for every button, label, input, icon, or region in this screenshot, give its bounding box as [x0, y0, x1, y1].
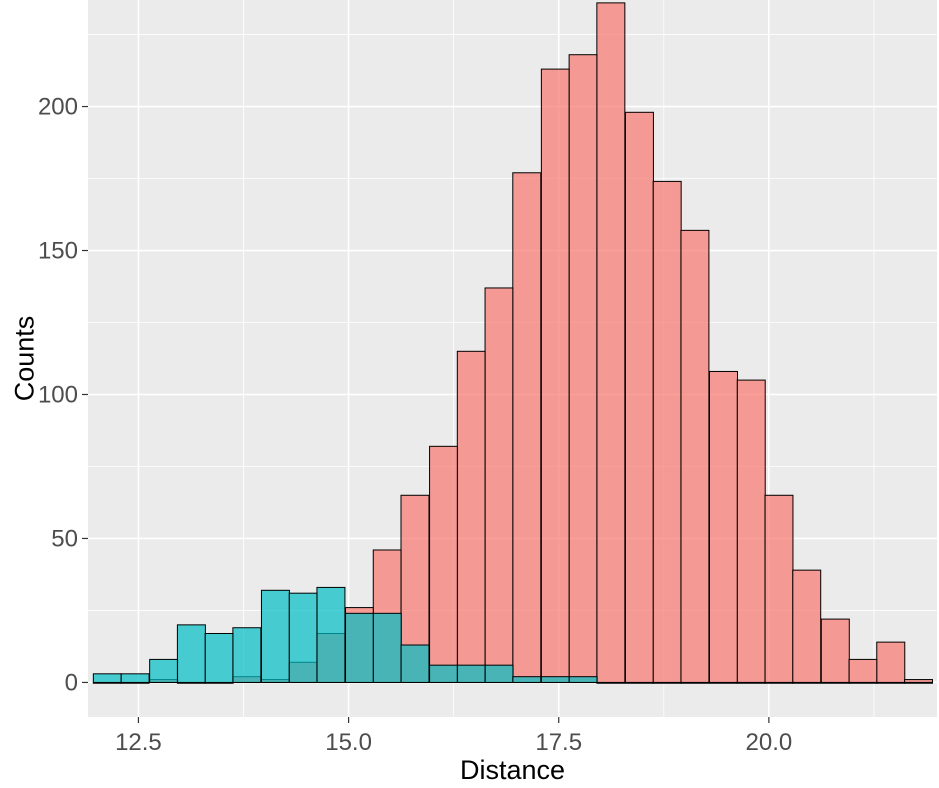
histogram-bar-series-1 [652, 180, 682, 683]
histogram-bar-series-2 [484, 664, 514, 683]
histogram-bar-series-2 [764, 681, 794, 684]
histogram-bar-series-2 [540, 676, 570, 683]
histogram-bar-series-1 [512, 172, 542, 683]
histogram-bar-series-2 [400, 644, 430, 683]
histogram-bar-series-1 [820, 618, 850, 683]
histogram-bar-series-1 [456, 350, 486, 683]
x-tick-label: 20.0 [746, 729, 793, 756]
y-axis: 0 50 100 150 200 [38, 94, 88, 696]
histogram-bar-series-1 [708, 370, 738, 683]
histogram-bar-series-1 [596, 2, 626, 683]
y-axis-title: Counts [9, 316, 39, 402]
histogram-bar-series-2 [176, 624, 206, 683]
histogram-bar-series-1 [429, 445, 459, 683]
histogram-bar-series-2 [204, 632, 234, 683]
histogram-bar-series-1 [540, 68, 570, 683]
x-tick-label: 12.5 [115, 729, 162, 756]
histogram-bar-series-2 [316, 586, 346, 683]
histogram-bar-series-2 [904, 681, 934, 684]
histogram-bar-series-2 [92, 673, 122, 683]
x-tick-label: 15.0 [325, 729, 372, 756]
histogram-bar-series-2 [120, 673, 150, 683]
histogram-bar-series-2 [345, 612, 375, 683]
histogram-bar-series-1 [792, 569, 822, 683]
x-axis: 12.5 15.0 17.5 20.0 [115, 717, 792, 756]
x-tick-label: 17.5 [535, 729, 582, 756]
histogram-bar-series-2 [624, 681, 654, 684]
histogram-bar-series-2 [512, 676, 542, 683]
histogram-bar-series-1 [484, 287, 514, 683]
histogram-bar-series-2 [652, 681, 682, 684]
histogram-bar-series-1 [568, 54, 598, 683]
histogram-bar-series-2 [736, 681, 766, 684]
histogram-bar-series-1 [624, 111, 654, 683]
histogram-bar-series-2 [820, 681, 850, 684]
histogram-bar-series-2 [232, 627, 262, 683]
histogram-bar-series-2 [429, 664, 459, 683]
histogram-bar-series-2 [456, 664, 486, 683]
histogram-bar-series-2 [792, 681, 822, 684]
histogram-bar-series-2 [596, 681, 626, 684]
histogram-bar-series-2 [680, 681, 710, 684]
x-axis-title: Distance [460, 755, 565, 785]
histogram-bar-series-1 [848, 658, 878, 683]
histogram-bar-series-2 [568, 676, 598, 683]
histogram-bar-series-2 [149, 658, 179, 683]
histogram-bar-series-2 [372, 612, 402, 683]
y-tick-label: 200 [38, 94, 78, 121]
histogram-bars [92, 2, 934, 684]
histogram-bar-series-2 [876, 681, 906, 684]
histogram-bar-series-2 [708, 681, 738, 684]
histogram-bar-series-1 [764, 494, 794, 683]
histogram-bar-series-1 [876, 641, 906, 683]
histogram-bar-series-2 [848, 681, 878, 684]
histogram-bar-series-2 [260, 589, 290, 683]
y-tick-label: 0 [65, 669, 78, 696]
histogram-bar-series-1 [680, 229, 710, 683]
histogram-bar-series-1 [736, 379, 766, 683]
y-tick-label: 150 [38, 238, 78, 265]
y-tick-label: 100 [38, 381, 78, 408]
histogram-bar-series-2 [288, 592, 318, 683]
y-tick-label: 50 [51, 525, 78, 552]
